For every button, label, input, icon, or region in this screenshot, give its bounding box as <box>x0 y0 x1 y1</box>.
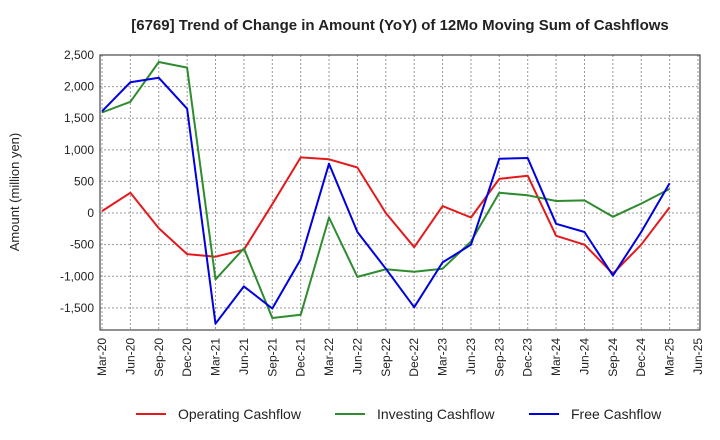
x-tick-label: Jun-24 <box>577 338 591 375</box>
chart-title: [6769] Trend of Change in Amount (YoY) o… <box>131 17 669 34</box>
y-tick-label: 2,000 <box>64 80 94 94</box>
x-tick-label: Mar-23 <box>436 338 450 376</box>
x-tick-label: Sep-22 <box>379 338 393 377</box>
y-tick-label: 2,500 <box>64 48 94 62</box>
x-tick-label: Jun-25 <box>691 338 705 375</box>
y-axis-label: Amount (million yen) <box>7 133 22 252</box>
plot-frame <box>99 54 701 331</box>
legend: Operating Cashflow Investing Cashflow Free… <box>136 406 662 422</box>
x-tick-label: Jun-21 <box>237 338 251 375</box>
x-tick-label: Mar-21 <box>209 338 223 376</box>
y-tick-label: -1,500 <box>60 301 94 315</box>
series-group <box>101 61 671 325</box>
legend-label: Operating Cashflow <box>178 406 302 422</box>
y-tick-label: 0 <box>87 206 94 220</box>
x-tick-label: Dec-23 <box>521 338 535 377</box>
series-line-3 <box>101 76 671 325</box>
legend-label: Investing Cashflow <box>377 406 495 422</box>
x-tick-label: Mar-20 <box>95 338 109 376</box>
x-tick-label: Mar-24 <box>549 338 563 376</box>
series-line-1 <box>101 156 671 275</box>
x-tick-label: Jun-23 <box>464 338 478 375</box>
y-tick-label: -1,000 <box>60 269 94 283</box>
x-axis: Mar-20 Jun-20 Sep-20 Dec-20 Mar-21 Jun-21 Sep-… <box>95 338 705 377</box>
y-tick-label: 1,000 <box>64 143 94 157</box>
x-tick-label: Dec-24 <box>634 338 648 377</box>
x-tick-label: Sep-21 <box>265 338 279 377</box>
x-tick-label: Dec-20 <box>180 338 194 377</box>
y-tick-label: 500 <box>74 174 94 188</box>
legend-label: Free Cashflow <box>571 406 662 422</box>
x-tick-label: Dec-22 <box>407 338 421 377</box>
x-tick-label: Jun-22 <box>350 338 364 375</box>
y-axis: 2,500 2,000 1,500 1,000 500 0 -500 -1,000 -1,500 <box>60 48 94 315</box>
x-tick-label: Sep-23 <box>492 338 506 377</box>
x-tick-label: Sep-20 <box>152 338 166 377</box>
x-tick-label: Jun-20 <box>123 338 137 375</box>
y-tick-label: 1,500 <box>64 111 94 125</box>
x-tick-label: Dec-21 <box>294 338 308 377</box>
y-tick-label: -500 <box>70 238 94 252</box>
x-tick-label: Sep-24 <box>606 338 620 377</box>
x-tick-label: Mar-25 <box>663 338 677 376</box>
x-tick-label: Mar-22 <box>322 338 336 376</box>
